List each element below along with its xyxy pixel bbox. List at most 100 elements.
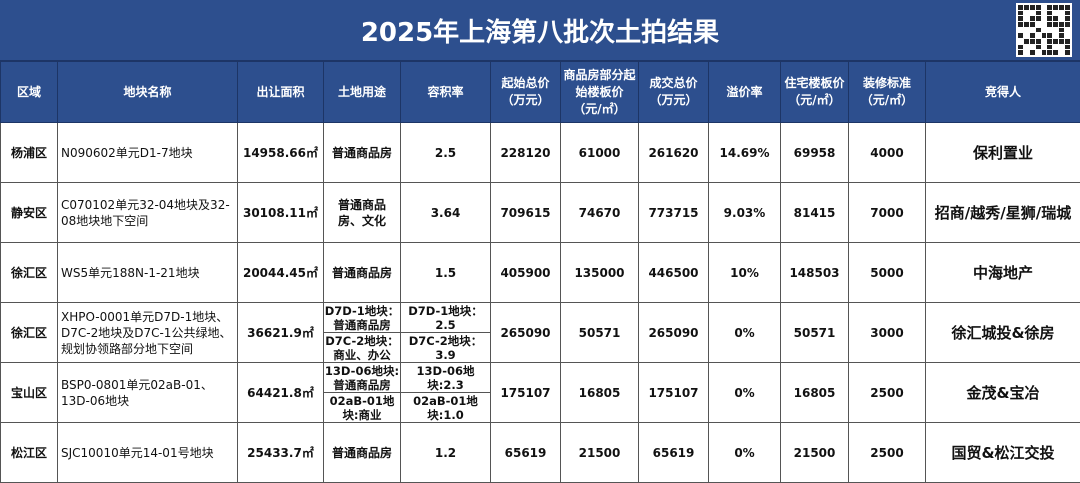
cell-premium: 0% [708,422,781,483]
cell-res-floor: 148503 [780,242,849,303]
cell-start-floor: 135000 [560,242,639,303]
cell-use: D7D-1地块：普通商品房 D7C-2地块：商业、办公 [323,302,401,363]
cell-start-floor: 50571 [560,302,639,363]
sub-cell: 02aB-01地块:1.0 [413,393,478,422]
cell-district: 静安区 [0,182,58,243]
column-header: 出让面积 [237,61,324,123]
column-header: 起始总价（万元） [490,61,561,123]
cell-district: 杨浦区 [0,122,58,183]
column-header: 装修标准（元/㎡） [848,61,926,123]
cell-far: D7D-1地块：2.5 D7C-2地块：3.9 [400,302,491,363]
table-row: 徐汇区 WS5单元188N-1-21地块 20044.45㎡ 普通商品房 1.5 4059… [0,242,1080,303]
cell-area: 14958.66㎡ [237,122,324,183]
cell-district: 徐汇区 [0,302,58,363]
cell-decor: 4000 [848,122,926,183]
cell-premium: 0% [708,302,781,363]
table-title: 2025年上海第八批次土拍结果 [0,0,1080,61]
cell-far: 1.2 [400,422,491,483]
sub-cell: 02aB-01地块:商业 [329,393,395,422]
cell-decor: 5000 [848,242,926,303]
cell-area: 25433.7㎡ [237,422,324,483]
cell-start-total: 405900 [490,242,561,303]
cell-deal-total: 773715 [638,182,709,243]
cell-deal-total: 265090 [638,302,709,363]
cell-area: 30108.11㎡ [237,182,324,243]
cell-start-total: 265090 [490,302,561,363]
cell-decor: 2500 [848,422,926,483]
cell-res-floor: 50571 [780,302,849,363]
column-header: 成交总价（万元） [638,61,709,123]
cell-use: 13D-06地块:普通商品房 02aB-01地块:商业 [323,362,401,423]
cell-name: C070102单元32-04地块及32-08地块地下空间 [57,182,238,243]
cell-use: 普通商品房 [323,122,401,183]
cell-far: 2.5 [400,122,491,183]
title-text: 2025年上海第八批次土拍结果 [360,17,720,48]
cell-winner: 徐汇城投&徐房 [925,302,1080,363]
cell-name: SJC10010单元14-01号地块 [57,422,238,483]
cell-start-floor: 21500 [560,422,639,483]
cell-winner: 国贸&松江交投 [925,422,1080,483]
qr-code-icon [1016,3,1072,57]
cell-use: 普通商品房 [323,242,401,303]
cell-use: 普通商品房、文化 [323,182,401,243]
cell-area: 64421.8㎡ [237,362,324,423]
cell-start-floor: 16805 [560,362,639,423]
cell-area: 36621.9㎡ [237,302,324,363]
cell-decor: 3000 [848,302,926,363]
sub-cell: D7C-2地块：商业、办公 [325,333,399,362]
sub-cell: D7D-1地块：普通商品房 [324,303,400,333]
cell-start-total: 709615 [490,182,561,243]
cell-deal-total: 65619 [638,422,709,483]
cell-district: 宝山区 [0,362,58,423]
cell-start-total: 65619 [490,422,561,483]
cell-decor: 7000 [848,182,926,243]
column-header: 住宅楼板价（元/㎡） [780,61,849,123]
cell-area: 20044.45㎡ [237,242,324,303]
cell-res-floor: 21500 [780,422,849,483]
cell-far: 13D-06地块:2.3 02aB-01地块:1.0 [400,362,491,423]
table-row: 静安区 C070102单元32-04地块及32-08地块地下空间 30108.11㎡… [0,182,1080,243]
cell-start-total: 228120 [490,122,561,183]
cell-far: 3.64 [400,182,491,243]
cell-district: 徐汇区 [0,242,58,303]
cell-deal-total: 261620 [638,122,709,183]
cell-start-floor: 74670 [560,182,639,243]
cell-district: 松江区 [0,422,58,483]
cell-name: BSP0-0801单元02aB-01、13D-06地块 [57,362,238,423]
column-header: 竞得人 [925,61,1080,123]
cell-start-floor: 61000 [560,122,639,183]
column-header: 地块名称 [57,61,238,123]
cell-winner: 招商/越秀/星狮/瑞城 [925,182,1080,243]
cell-premium: 9.03% [708,182,781,243]
table-row: 松江区 SJC10010单元14-01号地块 25433.7㎡ 普通商品房 1.2 656… [0,422,1080,483]
table-row: 杨浦区 N090602单元D1-7地块 14958.66㎡ 普通商品房 2.5 22812… [0,122,1080,183]
cell-premium: 0% [708,362,781,423]
sub-cell: D7D-1地块：2.5 [401,303,490,333]
sub-cell: D7C-2地块：3.9 [408,333,483,362]
table-row: 宝山区 BSP0-0801单元02aB-01、13D-06地块 64421.8㎡ 13… [0,362,1080,423]
cell-start-total: 175107 [490,362,561,423]
cell-premium: 14.69% [708,122,781,183]
cell-winner: 中海地产 [925,242,1080,303]
cell-res-floor: 81415 [780,182,849,243]
cell-res-floor: 16805 [780,362,849,423]
cell-name: XHPO-0001单元D7D-1地块、D7C-2地块及D7C-1公共绿地、规划协… [57,302,238,363]
cell-deal-total: 446500 [638,242,709,303]
sub-cell: 13D-06地块:2.3 [401,363,490,393]
table-row: 徐汇区 XHPO-0001单元D7D-1地块、D7C-2地块及D7C-1公共绿地、… [0,302,1080,363]
cell-winner: 金茂&宝冶 [925,362,1080,423]
cell-premium: 10% [708,242,781,303]
sub-cell: 13D-06地块:普通商品房 [324,363,400,393]
column-header: 溢价率 [708,61,781,123]
cell-decor: 2500 [848,362,926,423]
cell-res-floor: 69958 [780,122,849,183]
cell-deal-total: 175107 [638,362,709,423]
cell-use: 普通商品房 [323,422,401,483]
column-header: 容积率 [400,61,491,123]
column-header: 土地用途 [323,61,401,123]
column-header: 区域 [0,61,58,123]
land-auction-table: 区域 地块名称 出让面积 土地用途 容积率 起始总价（万元） 商品房部分起始楼板价（元/㎡）… [0,61,1080,483]
cell-far: 1.5 [400,242,491,303]
cell-name: N090602单元D1-7地块 [57,122,238,183]
column-header: 商品房部分起始楼板价（元/㎡） [560,61,639,123]
